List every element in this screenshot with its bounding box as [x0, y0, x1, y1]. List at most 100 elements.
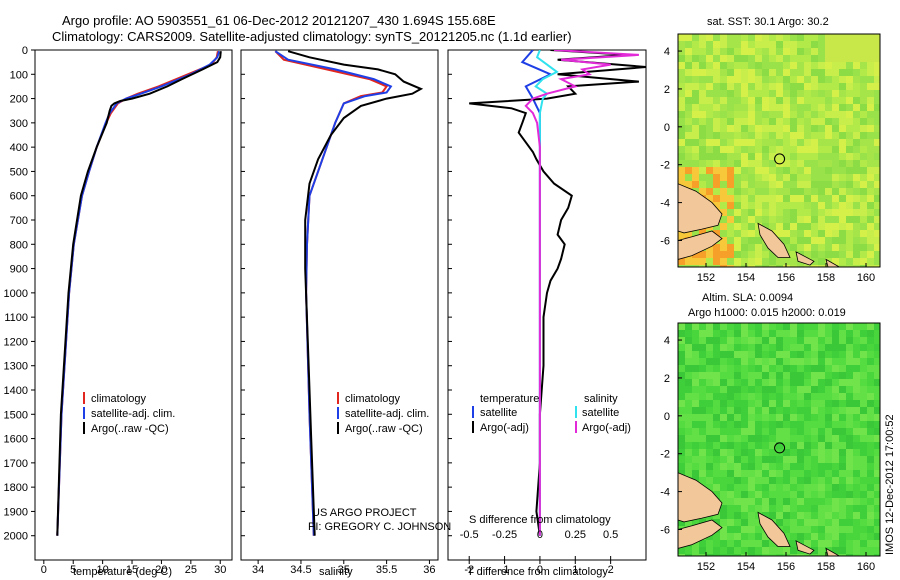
- map-cell: [860, 400, 868, 408]
- map-cell: [755, 62, 763, 70]
- map-cell: [755, 498, 763, 506]
- map-cell: [692, 379, 700, 387]
- map-cell: [699, 132, 707, 140]
- lon-tick-label: 156: [777, 561, 795, 573]
- map-cell: [783, 386, 791, 394]
- x-tick-label: 20: [155, 564, 167, 576]
- map-cell: [685, 230, 693, 238]
- map-cell: [853, 76, 861, 84]
- map-cell: [825, 372, 833, 380]
- map-cell: [720, 477, 728, 485]
- map-cell: [853, 414, 861, 422]
- map-cell: [860, 484, 868, 492]
- map-cell: [769, 344, 777, 352]
- map-cell: [734, 146, 742, 154]
- map-cell: [860, 62, 868, 70]
- map-cell: [720, 90, 728, 98]
- map-cell: [790, 344, 798, 352]
- map-cell: [825, 69, 833, 77]
- map-cell: [776, 386, 784, 394]
- map-cell: [727, 111, 735, 119]
- map-cell: [769, 62, 777, 70]
- map-cell: [685, 181, 693, 189]
- map-cell: [867, 195, 875, 203]
- difference-legend: temperature salinity satellite Argo(-adj…: [472, 393, 631, 434]
- map-cell: [734, 202, 742, 210]
- map-cell: [741, 484, 749, 492]
- map-cell: [874, 428, 880, 436]
- map-cell: [839, 167, 847, 175]
- map-cell: [797, 160, 805, 168]
- temperature-x-axis: 0 5 10 15 20 25 30: [41, 560, 226, 576]
- map-cell: [818, 62, 826, 70]
- map-cell: [867, 323, 875, 331]
- map-cell: [713, 491, 721, 499]
- map-cell: [839, 547, 847, 555]
- map-cell: [678, 379, 686, 387]
- map-cell: [832, 421, 840, 429]
- map-cell: [734, 526, 742, 534]
- map-cell: [783, 209, 791, 217]
- map-cell: [797, 69, 805, 77]
- map-cell: [762, 223, 770, 231]
- map-cell: [867, 237, 875, 245]
- lat-tick-label: 0: [664, 122, 670, 134]
- map-cell: [804, 216, 812, 224]
- map-cell: [769, 90, 777, 98]
- map-cell: [797, 414, 805, 422]
- map-cell: [720, 167, 728, 175]
- map-cell: [860, 55, 868, 63]
- map-cell: [783, 414, 791, 422]
- map-cell: [769, 337, 777, 345]
- map-cell: [727, 83, 735, 91]
- map-cell: [783, 533, 791, 541]
- map-cell: [860, 463, 868, 471]
- legend-label-climatology: climatology: [345, 393, 401, 405]
- map-cell: [783, 512, 791, 520]
- lat-tick-label: -4: [660, 487, 670, 499]
- map-cell: [734, 428, 742, 436]
- map-cell: [874, 505, 880, 513]
- map-cell: [811, 41, 819, 49]
- map-cell: [825, 55, 833, 63]
- map-cell: [678, 167, 686, 175]
- map-cell: [811, 533, 819, 541]
- map-cell: [811, 132, 819, 140]
- map-cell: [706, 83, 714, 91]
- map-cell: [769, 251, 777, 259]
- map-cell: [839, 498, 847, 506]
- map-cell: [846, 379, 854, 387]
- map-cell: [706, 547, 714, 555]
- map-cell: [853, 181, 861, 189]
- map-cell: [860, 69, 868, 77]
- map-cell: [727, 421, 735, 429]
- map-cell: [846, 237, 854, 245]
- map-cell: [825, 41, 833, 49]
- map-cell: [853, 421, 861, 429]
- map-cell: [832, 400, 840, 408]
- map-cell: [797, 491, 805, 499]
- depth-tick-label: 1000: [4, 288, 28, 300]
- map-cell: [762, 62, 770, 70]
- map-cell: [867, 97, 875, 105]
- map-cell: [790, 323, 798, 331]
- map-cell: [839, 118, 847, 126]
- map-cell: [825, 540, 833, 548]
- map-cell: [685, 62, 693, 70]
- map-cell: [867, 456, 875, 464]
- map-cell: [755, 456, 763, 464]
- map-cell: [811, 407, 819, 415]
- map-cell: [846, 76, 854, 84]
- map-cell: [825, 244, 833, 252]
- legend-label-t-argo: Argo(-adj): [480, 422, 529, 434]
- map-cell: [769, 181, 777, 189]
- map-cell: [846, 554, 854, 556]
- map-cell: [734, 491, 742, 499]
- map-cell: [853, 519, 861, 527]
- map-cell: [853, 428, 861, 436]
- map-cell: [713, 181, 721, 189]
- map-cell: [853, 386, 861, 394]
- map-cell: [825, 181, 833, 189]
- map-cell: [776, 547, 784, 555]
- map-cell: [839, 223, 847, 231]
